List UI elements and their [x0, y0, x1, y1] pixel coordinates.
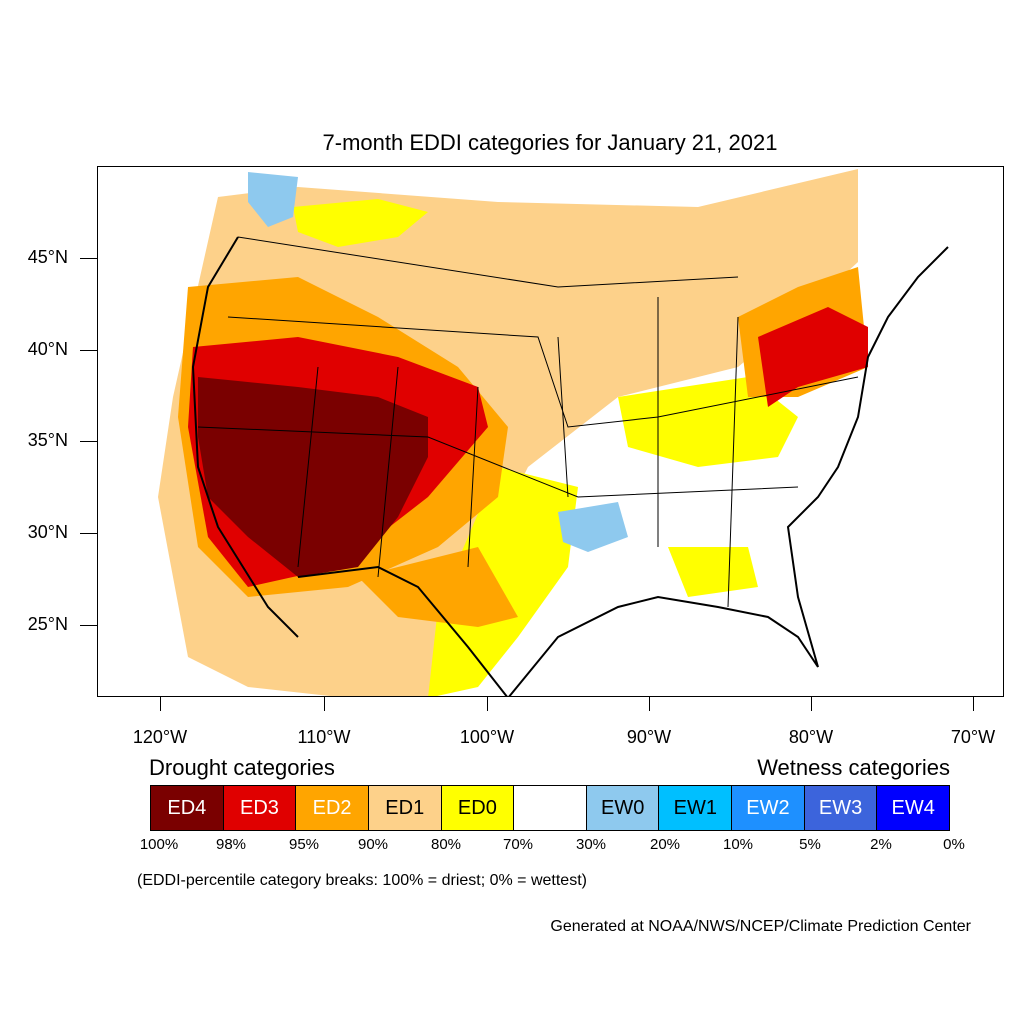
region-ed0-gulf [668, 547, 758, 597]
legend-ed2: ED2 [296, 786, 369, 830]
pct-label: 0% [943, 836, 965, 853]
legend-ed4: ED4 [151, 786, 224, 830]
lat-label-25: 25°N [27, 614, 68, 634]
legend-ew3: EW3 [804, 786, 878, 830]
pct-label: 80% [430, 836, 462, 853]
credit-line: Generated at NOAA/NWS/NCEP/Climate Predi… [550, 918, 971, 935]
legend-ed2-label: ED2 [312, 796, 352, 819]
region-ed3-northeast [758, 307, 868, 407]
lon-label-80: 80°W [788, 727, 834, 747]
wetness-heading: Wetness categories [757, 755, 950, 780]
category-breaks-note: (EDDI-percentile category breaks: 100% =… [137, 872, 587, 889]
pct-label: 98% [215, 836, 247, 853]
region-ed0-midwest [618, 377, 798, 467]
drought-heading: Drought categories [149, 755, 335, 780]
eddi-map-canvas [158, 169, 949, 696]
lon-label-120: 120°W [132, 727, 188, 747]
lon-tick-100 [487, 697, 488, 711]
map-title: 7-month EDDI categories for January 21, … [322, 130, 778, 155]
lon-label-110: 110°W [297, 727, 351, 747]
legend-ed3-label: ED3 [240, 796, 279, 819]
category-legend: ED4 ED3 ED2 ED1 ED0 EW0 EW1 EW2 EW3 EW4 [150, 785, 950, 831]
eddi-map [97, 166, 1004, 697]
legend-ed0-label: ED0 [457, 796, 497, 819]
region-ew0-northwest [248, 172, 298, 227]
lon-tick-90 [649, 697, 650, 711]
pct-label: 20% [649, 836, 681, 853]
region-ed0-north [293, 199, 428, 247]
lon-label-70: 70°W [950, 727, 996, 747]
lat-tick-40 [80, 350, 97, 351]
lat-tick-25 [80, 625, 97, 626]
lat-tick-30 [80, 533, 97, 534]
lon-tick-110 [324, 697, 325, 711]
legend-ed4-label: ED4 [167, 796, 207, 819]
lat-label-30: 30°N [27, 522, 68, 542]
legend-ew2-label: EW2 [746, 796, 790, 819]
legend-ed0: ED0 [441, 786, 515, 830]
lat-label-35: 35°N [27, 430, 68, 450]
region-ed4-southwest [198, 377, 428, 577]
legend-ew4: EW4 [877, 786, 950, 830]
pct-label: 2% [870, 836, 892, 853]
region-ew0-midsouth [558, 502, 628, 552]
pct-label: 5% [799, 836, 821, 853]
legend-ew0-label: EW0 [600, 796, 645, 819]
lon-tick-70 [973, 697, 974, 711]
lat-tick-35 [80, 441, 97, 442]
coastline [191, 236, 949, 696]
state-borders [197, 236, 859, 608]
lat-tick-45 [80, 258, 97, 259]
pct-label: 70% [502, 836, 534, 853]
legend-ed3: ED3 [223, 786, 297, 830]
lat-label-45: 45°N [27, 247, 68, 267]
region-ed2-texas [358, 547, 518, 627]
lat-label-40: 40°N [27, 339, 68, 359]
legend-ew1-label: EW1 [673, 796, 717, 819]
legend-ew3-label: EW3 [818, 796, 863, 819]
pct-label: 30% [575, 836, 607, 853]
legend-ew1: EW1 [659, 786, 733, 830]
pct-label: 90% [357, 836, 389, 853]
lon-tick-120 [160, 697, 161, 711]
pct-label: 100% [139, 836, 179, 853]
legend-ew0: EW0 [586, 786, 660, 830]
legend-ed1-label: ED1 [385, 796, 425, 819]
legend-ed1: ED1 [368, 786, 442, 830]
pct-label: 10% [722, 836, 754, 853]
pct-label: 95% [288, 836, 320, 853]
legend-neutral [514, 786, 587, 830]
lon-label-90: 90°W [626, 727, 672, 747]
lon-label-100: 100°W [459, 727, 515, 747]
legend-ew2: EW2 [732, 786, 805, 830]
region-ed0-south [428, 467, 578, 696]
legend-ew4-label: EW4 [891, 796, 935, 819]
lon-tick-80 [811, 697, 812, 711]
